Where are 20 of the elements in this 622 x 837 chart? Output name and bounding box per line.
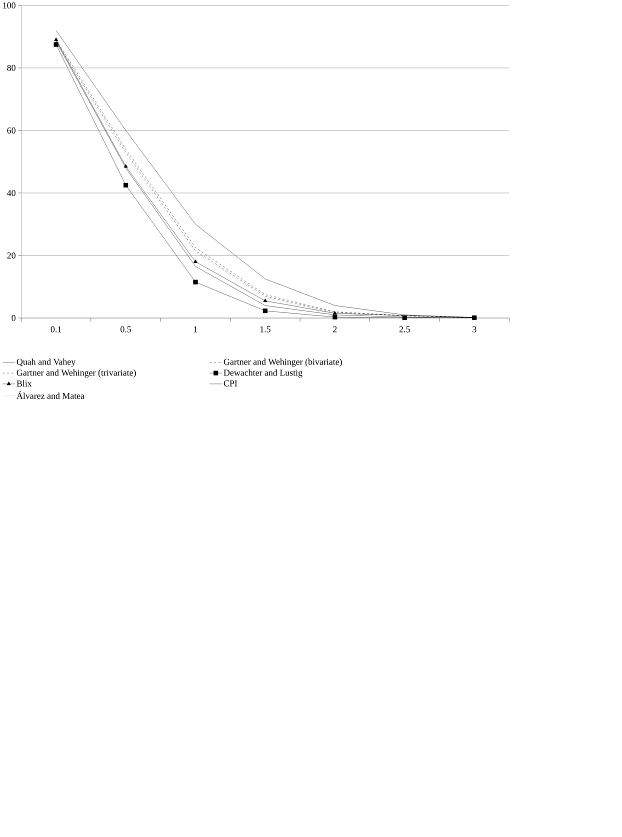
legend-label: CPI	[224, 380, 238, 386]
legend-label: Gartner and Wehinger (trivariate)	[16, 369, 136, 378]
legend-label: Blix	[16, 380, 32, 387]
y-tick-label: 60	[7, 127, 16, 134]
y-tick-label: 20	[7, 252, 16, 259]
legend-label: Dewachter and Lustig	[224, 369, 302, 378]
legend-label: Álvarez and Matea	[16, 391, 84, 399]
x-tick-label: 1.5	[260, 326, 270, 332]
y-tick-label: 0	[12, 315, 16, 322]
x-tick-label: 1	[194, 326, 198, 332]
x-tick-label: 0.1	[50, 326, 62, 332]
legend-label: Gartner and Wehinger (bivariate)	[224, 358, 342, 367]
x-tick-label: 3	[472, 326, 476, 332]
y-tick-label: 80	[7, 64, 16, 71]
x-tick-label: 2	[333, 326, 337, 332]
x-tick-label: 0.5	[120, 326, 132, 332]
y-tick-label: 40	[7, 190, 16, 196]
y-tick-label: 100	[3, 2, 16, 8]
legend-label: Quah and Vahey	[16, 358, 76, 367]
x-tick-label: 2.5	[399, 326, 410, 332]
